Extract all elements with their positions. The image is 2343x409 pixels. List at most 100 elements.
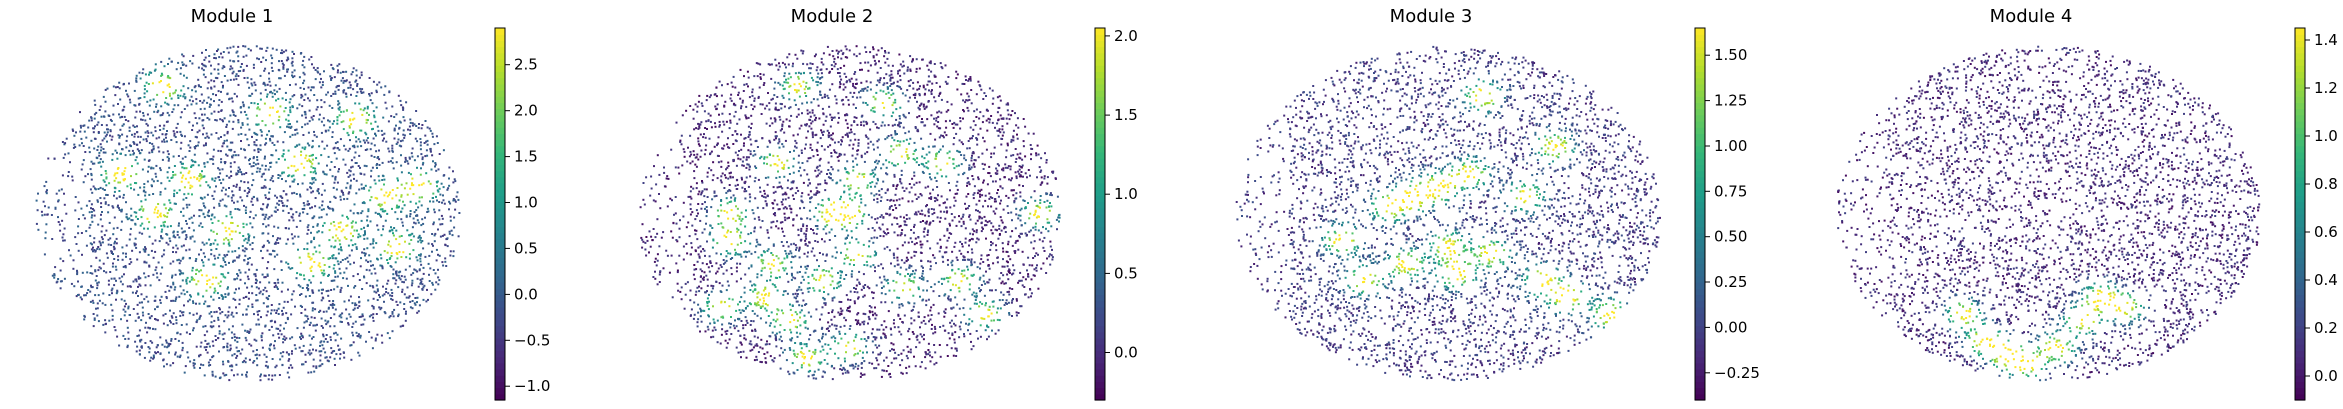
scatter-point bbox=[77, 232, 80, 235]
scatter-point bbox=[420, 167, 422, 170]
scatter-point bbox=[406, 229, 409, 232]
scatter-point bbox=[395, 124, 397, 127]
scatter-point bbox=[730, 316, 732, 318]
scatter-point bbox=[658, 273, 661, 276]
scatter-point bbox=[329, 317, 332, 319]
scatter-point bbox=[110, 289, 113, 292]
scatter-point bbox=[358, 354, 361, 357]
scatter-point bbox=[350, 93, 352, 96]
scatter-point bbox=[403, 204, 406, 207]
scatter-point bbox=[919, 333, 922, 336]
scatter-point bbox=[348, 313, 351, 316]
scatter-point bbox=[302, 82, 305, 85]
scatter-point bbox=[219, 265, 222, 268]
scatter-point bbox=[93, 127, 96, 130]
scatter-point bbox=[753, 105, 756, 108]
scatter-point bbox=[818, 252, 821, 254]
scatter-point bbox=[781, 94, 784, 97]
scatter-point bbox=[680, 286, 683, 289]
scatter-point bbox=[335, 188, 338, 191]
scatter-point bbox=[425, 140, 428, 143]
scatter-point bbox=[362, 323, 365, 326]
scatter-point bbox=[335, 353, 338, 356]
scatter-point bbox=[241, 323, 244, 326]
scatter-point bbox=[774, 320, 777, 323]
scatter-point bbox=[117, 134, 120, 137]
scatter-point bbox=[314, 324, 317, 327]
scatter-point bbox=[389, 315, 392, 317]
scatter-point bbox=[247, 297, 250, 300]
scatter-point bbox=[218, 307, 221, 309]
scatter-point bbox=[339, 221, 342, 224]
scatter-point bbox=[410, 184, 413, 187]
scatter-point bbox=[236, 350, 239, 353]
scatter-point bbox=[137, 316, 140, 319]
scatter-point bbox=[182, 311, 185, 314]
scatter-point bbox=[274, 210, 277, 213]
scatter-point bbox=[328, 265, 331, 268]
scatter-point bbox=[872, 171, 875, 174]
scatter-point bbox=[377, 203, 380, 206]
scatter-point bbox=[1015, 175, 1018, 178]
scatter-point bbox=[143, 84, 146, 87]
scatter-point bbox=[99, 244, 102, 247]
scatter-point bbox=[229, 365, 232, 368]
scatter-point bbox=[270, 304, 273, 306]
scatter-point bbox=[418, 200, 421, 203]
scatter-point bbox=[143, 272, 146, 275]
scatter-point bbox=[89, 188, 92, 191]
scatter-point bbox=[294, 305, 296, 308]
scatter-point bbox=[682, 245, 685, 248]
scatter-point bbox=[181, 346, 184, 349]
scatter-point bbox=[289, 337, 292, 340]
scatter-point bbox=[376, 83, 379, 86]
scatter-point bbox=[337, 248, 340, 251]
scatter-point bbox=[282, 351, 285, 354]
scatter-point bbox=[211, 158, 214, 161]
scatter-point bbox=[261, 257, 264, 260]
scatter-point bbox=[833, 65, 836, 68]
scatter-point bbox=[370, 272, 373, 275]
scatter-point bbox=[312, 358, 315, 361]
scatter-point bbox=[427, 262, 430, 265]
scatter-point bbox=[193, 362, 196, 365]
scatter-point bbox=[259, 281, 262, 284]
scatter-point bbox=[834, 141, 836, 144]
scatter-point bbox=[110, 244, 113, 246]
scatter-point bbox=[251, 303, 254, 306]
scatter-point bbox=[431, 154, 434, 157]
scatter-point bbox=[448, 200, 451, 203]
scatter-point bbox=[135, 290, 138, 293]
scatter-point bbox=[270, 154, 273, 156]
scatter-point bbox=[291, 350, 293, 353]
scatter-point bbox=[890, 83, 893, 85]
scatter-point bbox=[247, 257, 250, 260]
scatter-point bbox=[148, 351, 151, 354]
scatter-point bbox=[213, 179, 216, 182]
scatter-point bbox=[323, 173, 326, 176]
scatter-point bbox=[350, 239, 353, 242]
scatter-point bbox=[391, 298, 394, 301]
scatter-point bbox=[264, 168, 267, 171]
scatter-point bbox=[883, 82, 886, 85]
scatter-point bbox=[139, 340, 142, 343]
scatter-point bbox=[186, 351, 189, 354]
scatter-point bbox=[331, 122, 334, 125]
scatter-point bbox=[208, 312, 211, 315]
scatter-point bbox=[124, 119, 127, 121]
scatter-point bbox=[405, 215, 408, 218]
scatter-point bbox=[261, 232, 264, 235]
scatter-point bbox=[301, 146, 304, 149]
scatter-point bbox=[387, 120, 390, 123]
scatter-point bbox=[854, 138, 857, 141]
scatter-point bbox=[331, 131, 334, 134]
scatter-point bbox=[152, 357, 155, 360]
scatter-point bbox=[391, 330, 394, 333]
scatter-point bbox=[426, 139, 429, 142]
scatter-point bbox=[364, 149, 367, 151]
panel-title: Module 1 bbox=[191, 6, 274, 27]
scatter-point bbox=[309, 258, 312, 261]
scatter-point bbox=[343, 300, 346, 303]
scatter-point bbox=[90, 160, 93, 163]
scatter-point bbox=[96, 149, 99, 151]
